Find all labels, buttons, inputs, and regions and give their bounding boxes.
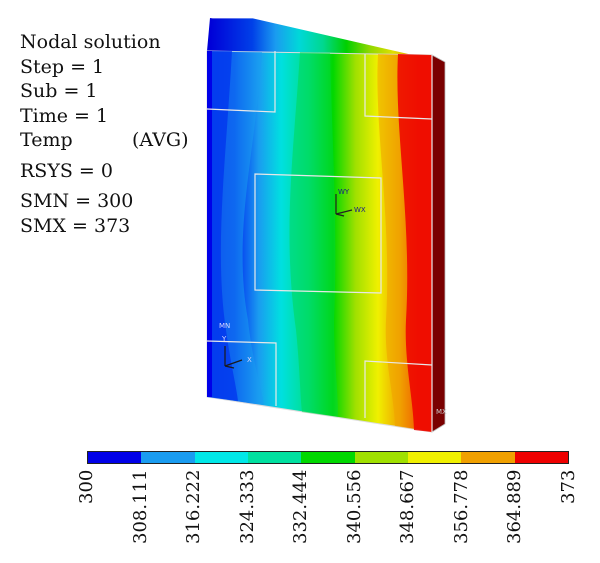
colorbar-segment xyxy=(141,452,195,463)
model-right-face xyxy=(431,54,446,433)
axis-x-label: X xyxy=(247,356,252,364)
info-smn: SMN = 300 xyxy=(20,190,134,212)
nodal-solution-info: Nodal solution Step = 1 Sub = 1 Time = 1… xyxy=(20,30,200,238)
info-sub: Sub = 1 xyxy=(20,80,98,102)
info-temp: Temp xyxy=(20,129,73,151)
center-axis-triad-icon: WY WX xyxy=(335,188,366,217)
colorbar-segment xyxy=(88,452,142,463)
info-temp-row: Temp (AVG) xyxy=(20,128,200,153)
mn-axis-triad-icon: MN Y X xyxy=(219,322,252,369)
colorbar-segment xyxy=(194,452,248,463)
info-time: Time = 1 xyxy=(20,104,109,127)
info-avg: (AVG) xyxy=(132,129,189,151)
colorbar-segment xyxy=(514,452,568,463)
mx-label: MX xyxy=(436,408,447,416)
info-smx: SMX = 373 xyxy=(20,214,131,237)
colorbar-segment xyxy=(461,452,515,463)
colorbar-segment xyxy=(247,452,302,463)
region-outlines xyxy=(206,51,433,432)
mn-label: MN xyxy=(219,322,230,330)
info-rsys: RSYS = 0 xyxy=(20,159,113,182)
temperature-colorbar xyxy=(87,451,569,464)
triad-wy-label: WY xyxy=(338,188,350,196)
colorbar-segment xyxy=(301,452,355,463)
triad-wx-label: WX xyxy=(354,206,366,214)
colorbar-segment xyxy=(407,452,462,463)
info-title: Nodal solution xyxy=(20,31,161,53)
info-step: Step = 1 xyxy=(20,55,105,78)
colorbar-segment xyxy=(354,452,408,463)
axis-y-label: Y xyxy=(221,335,227,343)
